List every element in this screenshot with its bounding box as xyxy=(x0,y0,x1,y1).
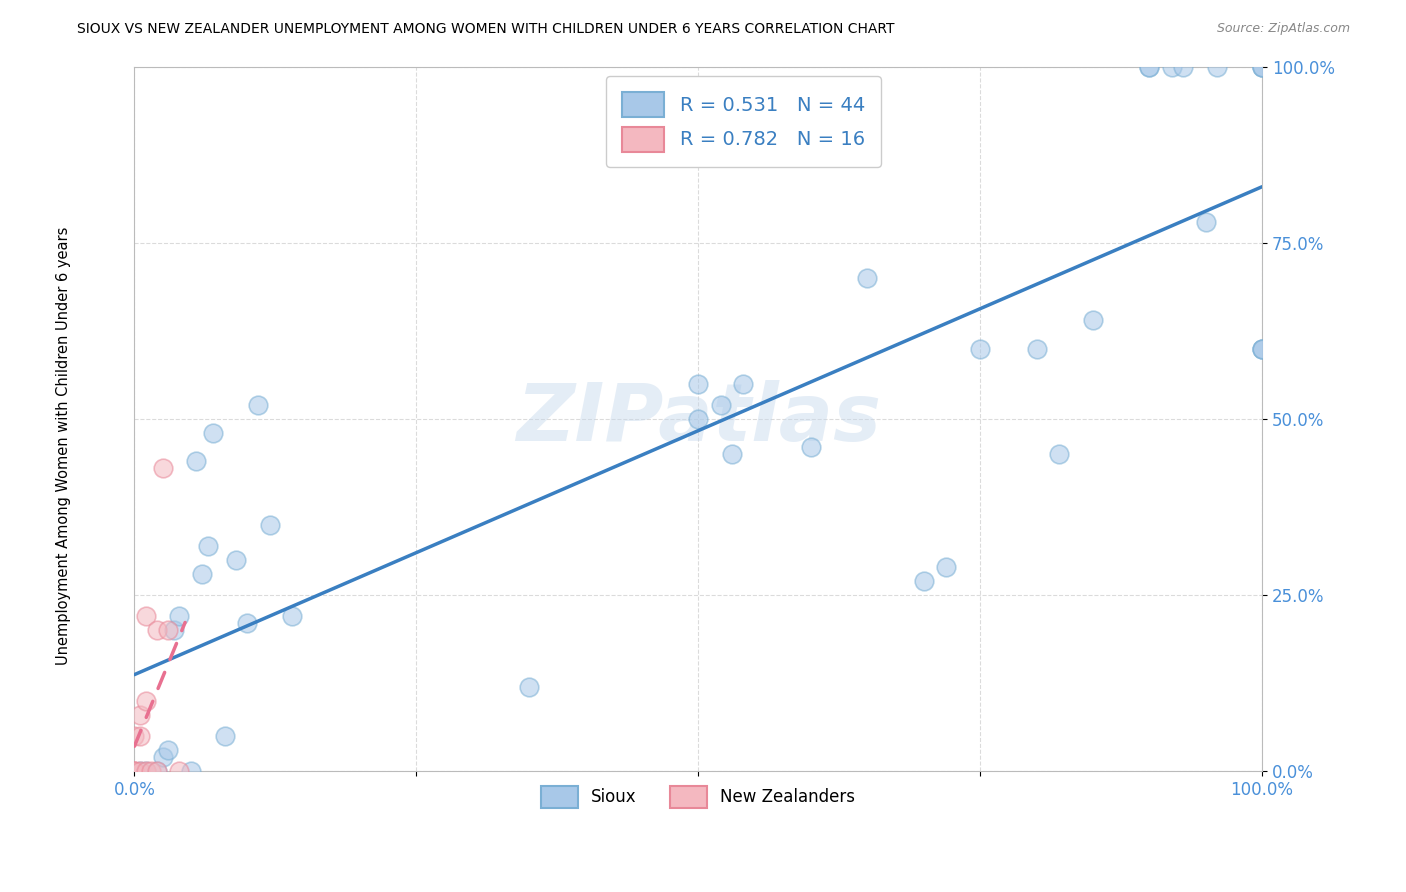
Text: Unemployment Among Women with Children Under 6 years: Unemployment Among Women with Children U… xyxy=(56,227,70,665)
Point xyxy=(124,764,146,779)
Point xyxy=(202,426,225,441)
Point xyxy=(124,764,146,779)
Point xyxy=(935,560,957,574)
Point xyxy=(1195,214,1218,228)
Point xyxy=(856,271,879,285)
Point xyxy=(1251,342,1274,356)
Point xyxy=(688,376,710,391)
Point xyxy=(912,574,935,588)
Point xyxy=(197,539,219,553)
Point xyxy=(225,553,247,567)
Point xyxy=(141,764,163,779)
Point xyxy=(214,729,236,743)
Point xyxy=(236,616,259,631)
Point xyxy=(186,454,208,468)
Point xyxy=(1137,60,1160,74)
Point xyxy=(1251,60,1274,74)
Point xyxy=(969,342,991,356)
Point xyxy=(191,567,214,582)
Point xyxy=(152,750,174,764)
Point xyxy=(1137,60,1160,74)
Point xyxy=(146,624,169,638)
Point xyxy=(157,743,180,757)
Point xyxy=(1160,60,1182,74)
Point xyxy=(1251,60,1274,74)
Point xyxy=(1171,60,1194,74)
Point xyxy=(800,440,823,454)
Point xyxy=(259,517,281,532)
Point xyxy=(157,624,180,638)
Point xyxy=(146,764,169,779)
Point xyxy=(710,398,733,412)
Point xyxy=(1251,60,1274,74)
Point xyxy=(180,764,202,779)
Point xyxy=(1251,342,1274,356)
Point xyxy=(124,764,146,779)
Point xyxy=(517,680,540,694)
Point xyxy=(163,624,186,638)
Point xyxy=(169,764,191,779)
Point xyxy=(129,764,152,779)
Point xyxy=(129,729,152,743)
Point xyxy=(1081,313,1104,327)
Point xyxy=(1025,342,1047,356)
Point xyxy=(1206,60,1229,74)
Text: Source: ZipAtlas.com: Source: ZipAtlas.com xyxy=(1216,22,1350,36)
Text: SIOUX VS NEW ZEALANDER UNEMPLOYMENT AMONG WOMEN WITH CHILDREN UNDER 6 YEARS CORR: SIOUX VS NEW ZEALANDER UNEMPLOYMENT AMON… xyxy=(77,22,894,37)
Point xyxy=(135,694,157,708)
Point xyxy=(281,609,304,624)
Point xyxy=(688,412,710,426)
Point xyxy=(1047,447,1070,461)
Point xyxy=(124,729,146,743)
Point xyxy=(1251,342,1274,356)
Point xyxy=(146,764,169,779)
Point xyxy=(733,376,755,391)
Point xyxy=(169,609,191,624)
Point xyxy=(129,764,152,779)
Point xyxy=(135,609,157,624)
Point xyxy=(152,461,174,475)
Point xyxy=(721,447,744,461)
Point xyxy=(135,764,157,779)
Text: ZIPatlas: ZIPatlas xyxy=(516,380,880,458)
Point xyxy=(247,398,270,412)
Legend: Sioux, New Zealanders: Sioux, New Zealanders xyxy=(533,778,863,816)
Point xyxy=(135,764,157,779)
Point xyxy=(129,708,152,723)
